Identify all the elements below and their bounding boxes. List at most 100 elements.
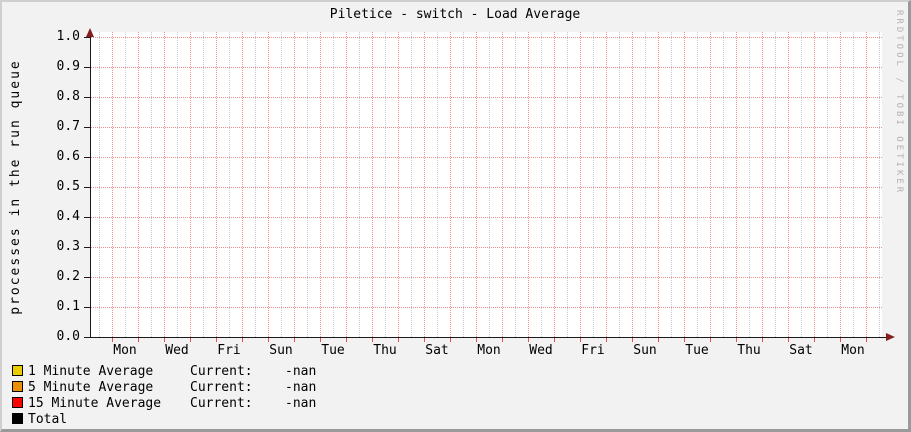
grid-line-vertical-day xyxy=(398,32,399,337)
x-axis-tick xyxy=(814,338,815,342)
x-axis xyxy=(90,337,886,338)
legend-current-value: -nan xyxy=(285,380,317,395)
y-axis-tick xyxy=(84,187,91,188)
grid-line-vertical-halfday xyxy=(203,32,204,337)
y-tick-label: 0.0 xyxy=(56,329,80,344)
legend-current-value: -nan xyxy=(285,396,317,411)
grid-line-horizontal xyxy=(90,277,882,278)
y-tick-label: 0.6 xyxy=(56,149,80,164)
grid-line-horizontal xyxy=(90,67,882,68)
x-tick-label: Sun xyxy=(633,343,657,358)
grid-line-vertical-halfday xyxy=(515,32,516,337)
plot-canvas xyxy=(90,32,882,338)
y-axis-tick xyxy=(84,157,91,158)
x-tick-label: Mon xyxy=(841,343,865,358)
grid-line-vertical-day xyxy=(658,32,659,337)
x-axis-tick xyxy=(736,338,737,342)
grid-line-vertical-day xyxy=(450,32,451,337)
grid-line-vertical-halfday xyxy=(567,32,568,337)
legend-series-name: Total xyxy=(28,412,68,427)
grid-line-vertical-halfday xyxy=(151,32,152,337)
y-tick-label: 0.2 xyxy=(56,269,80,284)
x-axis-tick xyxy=(658,338,659,342)
y-axis-label: processes in the run queue xyxy=(8,59,23,315)
x-axis-tick xyxy=(502,338,503,342)
x-axis-tick xyxy=(112,338,113,342)
x-axis-tick xyxy=(320,338,321,342)
grid-line-vertical-halfday xyxy=(749,32,750,337)
x-axis-tick xyxy=(398,338,399,342)
legend-swatch xyxy=(12,381,23,392)
x-tick-label: Thu xyxy=(737,343,761,358)
grid-line-horizontal xyxy=(90,187,882,188)
y-tick-label: 0.7 xyxy=(56,119,80,134)
grid-line-vertical-halfday xyxy=(255,32,256,337)
grid-line-vertical-halfday xyxy=(541,32,542,337)
y-tick-label: 0.8 xyxy=(56,89,80,104)
grid-line-horizontal xyxy=(90,307,882,308)
grid-line-vertical-day xyxy=(762,32,763,337)
rrdtool-watermark: RRDTOOL / TOBI OETIKER xyxy=(894,10,904,196)
grid-line-vertical-halfday xyxy=(775,32,776,337)
grid-line-vertical-halfday xyxy=(437,32,438,337)
grid-line-vertical-day xyxy=(112,32,113,337)
grid-line-vertical-halfday xyxy=(853,32,854,337)
grid-line-vertical-halfday xyxy=(177,32,178,337)
x-axis-tick xyxy=(632,338,633,342)
x-axis-tick xyxy=(424,338,425,342)
grid-line-vertical-day xyxy=(294,32,295,337)
legend-series-name: 5 Minute Average xyxy=(28,380,154,395)
x-tick-label: Mon xyxy=(477,343,501,358)
grid-line-vertical-halfday xyxy=(359,32,360,337)
x-axis-tick xyxy=(554,338,555,342)
legend-row: Total xyxy=(12,412,432,428)
y-axis-tick xyxy=(84,37,91,38)
x-axis-tick xyxy=(372,338,373,342)
legend-row: 1 Minute Average Current: -nan xyxy=(12,364,432,380)
legend-row: 5 Minute Average Current: -nan xyxy=(12,380,432,396)
x-axis-tick xyxy=(788,338,789,342)
legend-current-label: Current: xyxy=(190,380,253,395)
legend-current-label: Current: xyxy=(190,364,253,379)
grid-line-vertical-day xyxy=(476,32,477,337)
x-axis-tick xyxy=(138,338,139,342)
grid-line-vertical-day xyxy=(190,32,191,337)
y-axis-tick xyxy=(84,277,91,278)
x-axis-tick xyxy=(268,338,269,342)
y-tick-label: 1.0 xyxy=(56,29,80,44)
grid-line-horizontal xyxy=(90,97,882,98)
legend-series-name: 15 Minute Average xyxy=(28,396,162,411)
x-tick-label: Sat xyxy=(425,343,449,358)
x-axis-tick xyxy=(580,338,581,342)
y-tick-label: 0.9 xyxy=(56,59,80,74)
x-tick-label: Wed xyxy=(165,343,189,358)
x-tick-label: Tue xyxy=(685,343,709,358)
grid-line-vertical-day xyxy=(866,32,867,337)
grid-line-vertical-halfday xyxy=(99,32,100,337)
grid-line-vertical-halfday xyxy=(333,32,334,337)
grid-line-vertical-day xyxy=(268,32,269,337)
grid-line-horizontal xyxy=(90,157,882,158)
x-axis-tick xyxy=(840,338,841,342)
grid-line-vertical-halfday xyxy=(697,32,698,337)
grid-line-vertical-day xyxy=(528,32,529,337)
x-axis-tick xyxy=(346,338,347,342)
y-axis-tick xyxy=(84,97,91,98)
grid-line-vertical-halfday xyxy=(229,32,230,337)
grid-line-vertical-day xyxy=(502,32,503,337)
y-tick-label: 0.5 xyxy=(56,179,80,194)
x-tick-label: Fri xyxy=(581,343,605,358)
x-axis-tick xyxy=(684,338,685,342)
legend-swatch xyxy=(12,397,23,408)
grid-line-vertical-day xyxy=(606,32,607,337)
grid-line-vertical-day xyxy=(164,32,165,337)
x-axis-tick xyxy=(164,338,165,342)
x-axis-tick xyxy=(528,338,529,342)
grid-line-vertical-day xyxy=(788,32,789,337)
x-tick-label: Fri xyxy=(217,343,241,358)
y-tick-label: 0.3 xyxy=(56,239,80,254)
grid-line-vertical-halfday xyxy=(593,32,594,337)
grid-line-vertical-halfday xyxy=(489,32,490,337)
y-axis-tick xyxy=(84,67,91,68)
x-axis-tick xyxy=(710,338,711,342)
